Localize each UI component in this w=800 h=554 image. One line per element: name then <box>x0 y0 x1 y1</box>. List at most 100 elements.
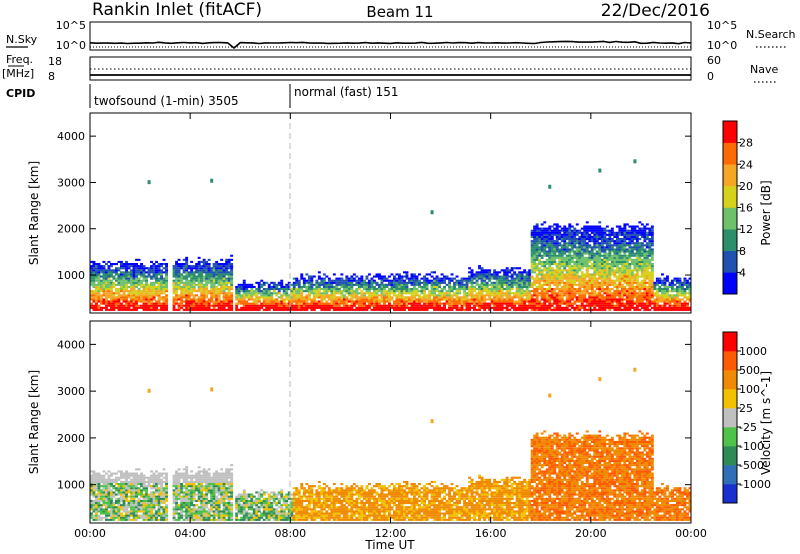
power-cell <box>310 290 314 293</box>
power-cell <box>573 300 577 303</box>
power-cell <box>117 308 121 311</box>
power-cell <box>107 271 111 274</box>
power-cell <box>157 279 161 282</box>
power-cell <box>205 296 209 299</box>
power-cell <box>638 288 642 291</box>
power-cell <box>330 304 334 307</box>
power-cell <box>643 231 647 234</box>
power-cell <box>200 271 204 274</box>
power-cell <box>628 277 632 280</box>
power-cell <box>290 298 294 301</box>
power-cell <box>588 256 592 259</box>
power-cell <box>147 271 151 274</box>
power-cell <box>508 271 512 274</box>
power-cell <box>540 290 544 293</box>
power-cell <box>648 229 652 232</box>
power-cell <box>92 294 96 297</box>
power-cell <box>142 283 146 286</box>
power-cell <box>423 277 426 280</box>
power-cell <box>410 288 414 291</box>
power-cell <box>162 281 166 284</box>
power-cell <box>598 225 602 228</box>
power-cell <box>360 275 364 278</box>
power-cell <box>310 283 314 286</box>
power-cell <box>588 250 592 253</box>
power-cell <box>640 304 644 307</box>
power-cell <box>630 248 634 251</box>
power-cell <box>172 292 176 295</box>
power-cell <box>265 296 269 299</box>
power-cell <box>598 256 602 259</box>
power-cell <box>570 285 574 288</box>
power-cell <box>510 300 514 303</box>
power-cell <box>97 296 101 299</box>
power-cell <box>550 271 554 274</box>
power-cell <box>453 285 456 288</box>
power-cell <box>648 281 652 284</box>
power-cell <box>593 229 597 232</box>
power-cell <box>162 285 166 288</box>
power-cell <box>533 227 537 230</box>
power-cell <box>613 242 617 245</box>
power-cell <box>535 252 539 255</box>
power-cell <box>105 263 108 266</box>
power-cell <box>315 294 319 297</box>
power-cell <box>107 290 111 293</box>
power-cell <box>583 304 587 307</box>
power-cell <box>530 231 534 234</box>
power-cell <box>565 248 569 251</box>
power-cell <box>600 308 604 311</box>
power-cell <box>625 302 629 305</box>
power-cell <box>560 248 564 251</box>
power-cell <box>598 273 602 276</box>
power-cell <box>330 296 334 299</box>
power-cell <box>585 304 589 307</box>
power-cell <box>252 298 256 301</box>
velocity-cell <box>90 476 93 479</box>
power-cell <box>505 302 509 305</box>
power-cell <box>668 283 672 286</box>
power-cell <box>613 290 617 293</box>
power-cell <box>635 260 639 263</box>
power-cell <box>240 285 244 288</box>
power-cell <box>620 302 624 305</box>
power-cell <box>357 279 361 282</box>
power-cell <box>347 281 351 284</box>
power-cell <box>645 269 649 272</box>
power-cell <box>510 304 514 307</box>
power-cell <box>435 281 439 284</box>
power-cell <box>453 302 456 305</box>
power-cell <box>107 308 111 311</box>
power-cell <box>440 290 444 293</box>
power-cell <box>423 279 426 282</box>
power-cell <box>678 304 682 307</box>
power-cell <box>495 304 499 307</box>
power-cell <box>535 306 539 309</box>
power-cell <box>578 246 582 249</box>
power-cell <box>300 302 304 305</box>
power-cell <box>580 244 584 247</box>
power-cell <box>643 292 647 295</box>
power-cell <box>510 292 514 295</box>
power-cell <box>415 300 419 303</box>
power-cell <box>553 271 557 274</box>
power-cell <box>252 304 256 307</box>
power-cell <box>190 281 194 284</box>
power-cell <box>648 302 652 305</box>
power-cell <box>285 294 289 297</box>
power-cell <box>533 300 537 303</box>
power-cell <box>488 271 492 274</box>
power-cell <box>515 308 519 311</box>
power-cell <box>620 269 624 272</box>
power-cell <box>395 285 399 288</box>
power-cell <box>262 290 266 293</box>
power-cell <box>643 302 647 305</box>
power-cell <box>105 308 108 311</box>
power-cell <box>172 308 176 311</box>
power-cell <box>453 298 456 301</box>
power-cell <box>312 283 316 286</box>
power-cell <box>295 281 299 284</box>
power-cell <box>570 267 574 270</box>
power-cell <box>580 233 584 236</box>
power-cell <box>320 298 324 301</box>
